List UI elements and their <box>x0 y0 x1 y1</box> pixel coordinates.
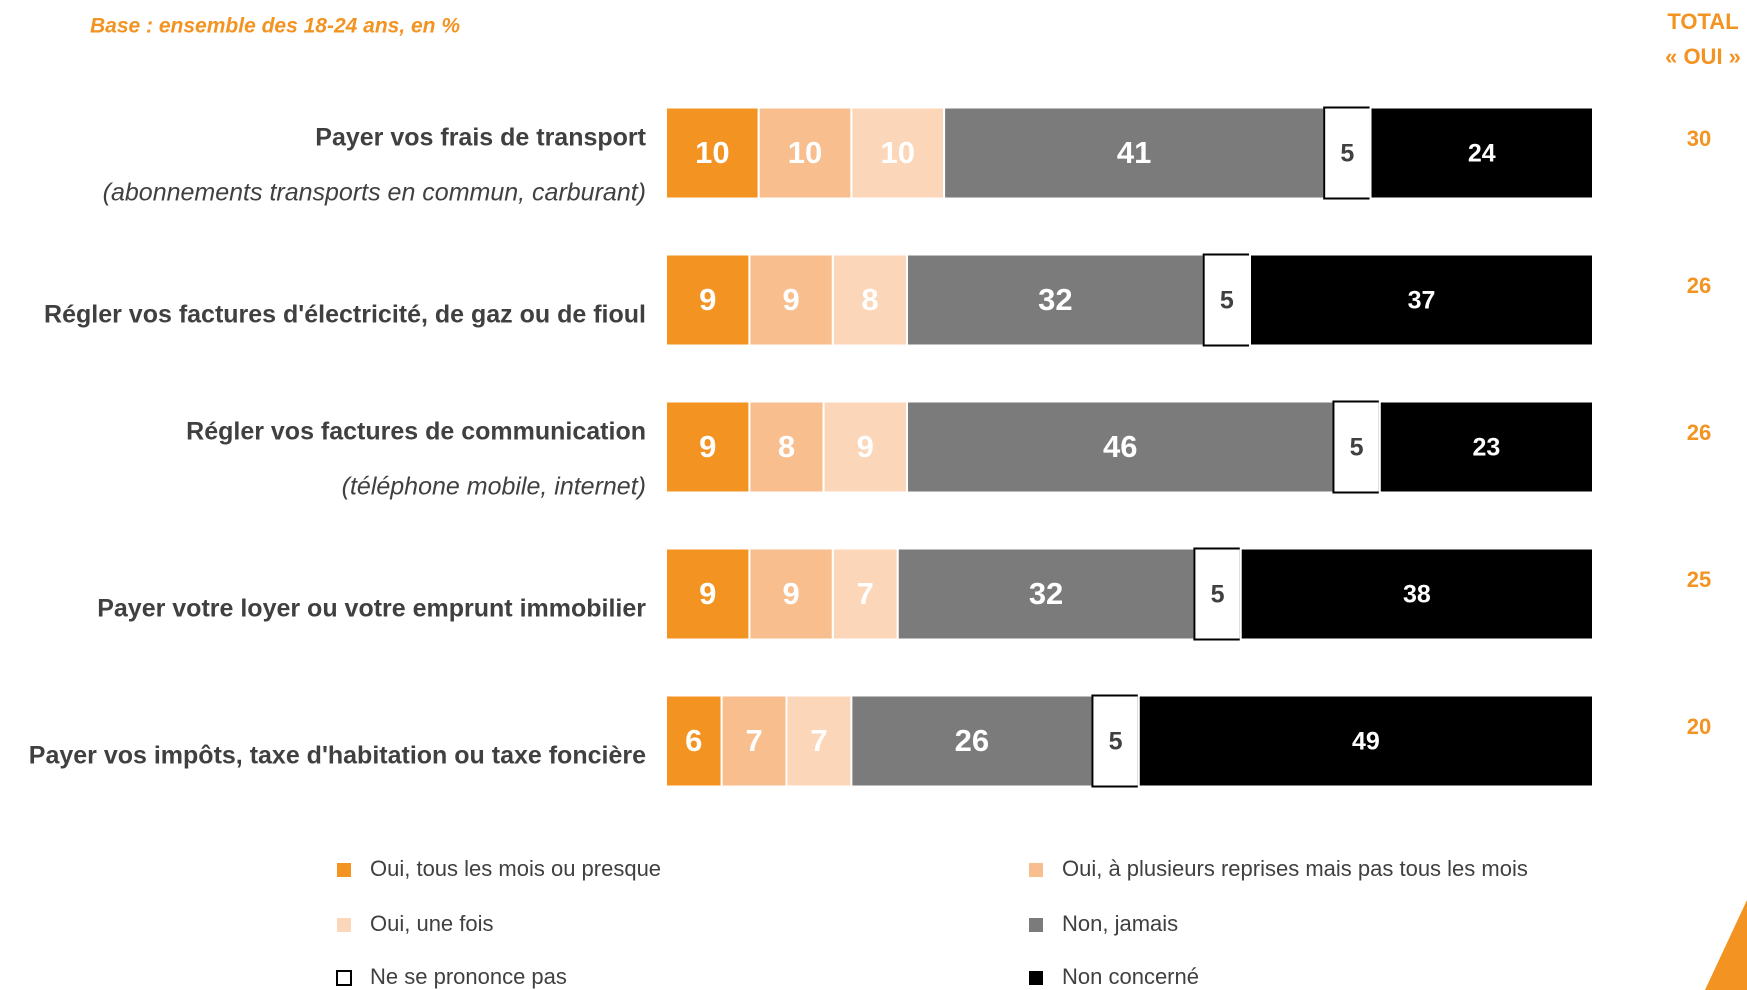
bar-segment <box>850 106 946 200</box>
value-label: 7 <box>810 723 827 758</box>
legend-swatch <box>1029 918 1043 932</box>
bar-segment <box>943 106 1326 200</box>
bar-segment <box>850 694 1094 788</box>
legend-label: Oui, à plusieurs reprises mais pas tous … <box>1062 856 1528 881</box>
category-label: Payer vos impôts, taxe d'habitation ou t… <box>29 742 646 770</box>
legend-label: Non, jamais <box>1062 911 1178 936</box>
value-label: 32 <box>1029 576 1063 611</box>
total-value: 26 <box>1687 273 1711 298</box>
value-label: 5 <box>1211 581 1225 609</box>
subtitle: Base : ensemble des 18-24 ans, en % <box>90 15 460 38</box>
bar-segment <box>906 400 1335 494</box>
category-note: (abonnements transports en commun, carbu… <box>103 179 646 207</box>
category-note: (téléphone mobile, internet) <box>342 473 646 501</box>
value-label: 8 <box>778 429 795 464</box>
value-label: 10 <box>695 135 729 170</box>
bar-segment <box>1137 694 1595 788</box>
value-label: 9 <box>783 576 800 611</box>
value-label: 10 <box>881 135 915 170</box>
category-label: Payer vos frais de transport <box>315 124 646 152</box>
value-label: 32 <box>1038 282 1072 317</box>
value-label: 7 <box>857 576 874 611</box>
total-title: « OUI » <box>1665 44 1741 69</box>
bar-segment <box>785 694 853 788</box>
bar-segment <box>1193 547 1242 641</box>
value-label: 9 <box>857 429 874 464</box>
bar-segment <box>1378 400 1595 494</box>
value-label: 9 <box>699 282 716 317</box>
category-label: Régler vos factures d'électricité, de ga… <box>44 301 646 329</box>
bar-segment <box>665 400 751 494</box>
value-label: 49 <box>1352 728 1380 756</box>
value-label: 5 <box>1350 434 1364 462</box>
corner-decoration <box>1705 900 1747 990</box>
bar-segment <box>1239 547 1594 641</box>
value-label: 23 <box>1472 434 1500 462</box>
legend-swatch <box>337 863 351 877</box>
value-label: 9 <box>783 282 800 317</box>
legend-swatch <box>336 970 352 986</box>
bar-segment <box>665 253 751 347</box>
bar-segment <box>831 547 899 641</box>
category-label: Régler vos factures de communication <box>186 418 646 446</box>
value-label: 9 <box>699 429 716 464</box>
legend-swatch <box>1029 863 1043 877</box>
bar-segment <box>1369 106 1595 200</box>
total-title: TOTAL <box>1667 9 1738 34</box>
value-label: 5 <box>1220 287 1234 315</box>
bar-segment <box>831 253 909 347</box>
bar-segment <box>896 547 1196 641</box>
value-label: 9 <box>699 576 716 611</box>
legend-label: Oui, tous les mois ou presque <box>370 856 661 881</box>
value-label: 5 <box>1340 140 1354 168</box>
total-value: 20 <box>1687 714 1711 739</box>
value-label: 5 <box>1109 728 1123 756</box>
bar-segment <box>906 253 1205 347</box>
value-label: 41 <box>1117 135 1151 170</box>
bar-segment <box>748 547 834 641</box>
bar-segment <box>665 694 723 788</box>
bar-segment <box>1332 400 1381 494</box>
legend-label: Ne se prononce pas <box>370 964 567 989</box>
legend-label: Oui, une fois <box>370 911 494 936</box>
value-label: 46 <box>1103 429 1137 464</box>
value-label: 8 <box>861 282 878 317</box>
total-value: 30 <box>1687 126 1711 151</box>
total-value: 26 <box>1687 420 1711 445</box>
value-label: 7 <box>745 723 762 758</box>
value-label: 6 <box>685 723 702 758</box>
bar-segment <box>1091 694 1140 788</box>
total-value: 25 <box>1687 567 1711 592</box>
value-label: 38 <box>1403 581 1431 609</box>
bar-segment <box>665 547 751 641</box>
legend-swatch <box>337 918 351 932</box>
bar-segment <box>748 253 834 347</box>
bar-segment <box>1323 106 1372 200</box>
legend-label: Non concerné <box>1062 964 1199 989</box>
value-label: 10 <box>788 135 822 170</box>
bar-segment <box>1249 253 1594 347</box>
value-label: 37 <box>1408 287 1436 315</box>
bar-segment <box>757 106 853 200</box>
value-label: 26 <box>955 723 989 758</box>
bar-segment <box>665 106 760 200</box>
value-label: 24 <box>1468 140 1496 168</box>
bar-segment <box>748 400 825 494</box>
category-label: Payer votre loyer ou votre emprunt immob… <box>97 595 646 623</box>
legend-swatch <box>1029 971 1043 985</box>
